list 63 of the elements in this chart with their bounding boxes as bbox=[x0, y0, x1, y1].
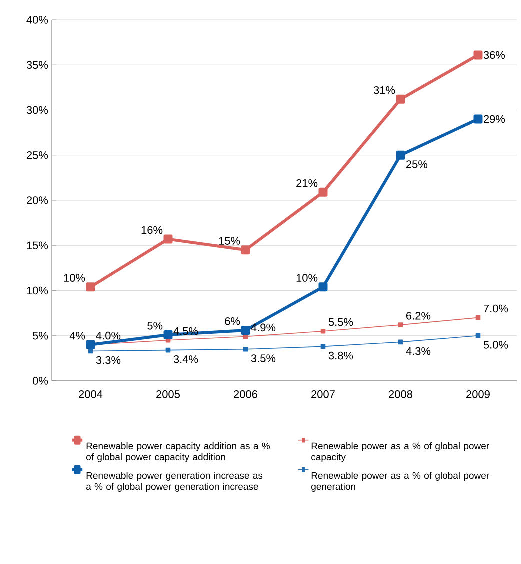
x-tick-label: 2007 bbox=[312, 390, 335, 398]
data-label: 31% bbox=[374, 86, 396, 94]
data-label: 6.2% bbox=[406, 312, 431, 320]
point bbox=[398, 340, 404, 345]
data-label: 4.0% bbox=[96, 332, 121, 340]
x-tick-label: 2006 bbox=[234, 390, 258, 398]
point bbox=[320, 344, 326, 350]
point bbox=[476, 315, 481, 320]
legend-label: Renewable power as a % of global power generation bbox=[312, 472, 490, 492]
y-tick-label: 25% bbox=[27, 151, 48, 160]
y-tick-label: 20% bbox=[27, 196, 48, 204]
data-label: 36% bbox=[484, 51, 506, 60]
data-label: 3.4% bbox=[174, 356, 198, 364]
point bbox=[396, 94, 406, 104]
point bbox=[243, 347, 248, 352]
y-tick-label: 5% bbox=[33, 332, 48, 340]
point bbox=[164, 330, 173, 340]
point bbox=[241, 326, 250, 335]
data-label: 10% bbox=[64, 274, 86, 282]
legend-label: Renewable power generation increase as a % of global power generation increase bbox=[86, 472, 263, 492]
point bbox=[241, 246, 250, 255]
point bbox=[86, 282, 96, 292]
y-tick-label: 10% bbox=[27, 286, 48, 295]
data-label: 3.8% bbox=[328, 352, 354, 360]
data-label: 21% bbox=[296, 179, 318, 188]
point bbox=[320, 328, 326, 334]
data-label: 3.5% bbox=[251, 354, 276, 362]
point bbox=[396, 150, 406, 160]
data-label: 5.0% bbox=[484, 341, 508, 349]
data-label: 5.5% bbox=[328, 318, 354, 326]
point bbox=[166, 348, 171, 353]
point bbox=[398, 322, 404, 328]
legend-label: Renewable power capacity addition as a % of global power capacity addition bbox=[86, 442, 270, 462]
point bbox=[474, 50, 483, 60]
data-label: 5% bbox=[148, 322, 163, 330]
y-tick-label: 40% bbox=[26, 16, 48, 24]
x-tick-label: 2009 bbox=[466, 390, 490, 398]
y-tick-label: 35% bbox=[26, 61, 48, 70]
data-label: 25% bbox=[406, 160, 428, 168]
data-label: 10% bbox=[296, 274, 318, 282]
x-tick-label: 2004 bbox=[79, 390, 103, 398]
data-label: 7.0% bbox=[484, 304, 508, 313]
point bbox=[164, 234, 173, 244]
data-label: 6% bbox=[225, 317, 240, 326]
data-label: 4.3% bbox=[406, 347, 431, 356]
point bbox=[86, 340, 96, 350]
point bbox=[474, 114, 483, 124]
x-tick-label: 2008 bbox=[389, 390, 412, 398]
point bbox=[476, 333, 481, 338]
point bbox=[318, 282, 328, 292]
data-label: 29% bbox=[484, 115, 506, 124]
point bbox=[318, 188, 328, 197]
data-label: 3.3% bbox=[96, 356, 121, 364]
y-tick-label: 15% bbox=[27, 242, 48, 250]
y-tick-label: 0% bbox=[32, 377, 48, 385]
y-tick-label: 30% bbox=[26, 106, 48, 114]
data-label: 4.9% bbox=[251, 324, 276, 332]
data-label: 15% bbox=[219, 237, 240, 245]
point bbox=[88, 348, 94, 354]
data-label: 16% bbox=[142, 226, 163, 234]
x-tick-label: 2005 bbox=[156, 390, 180, 398]
legend-label: Renewable power as a % of global power capacity bbox=[312, 442, 490, 462]
data-label: 4% bbox=[70, 332, 86, 340]
